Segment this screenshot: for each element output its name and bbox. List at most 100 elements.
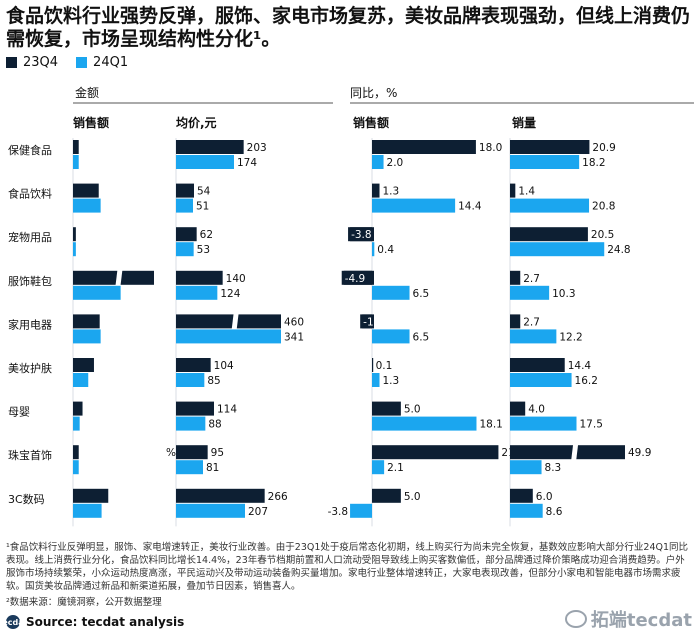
column-header-3: 销售额 <box>353 115 389 130</box>
column-header-2: 均价,元 <box>176 115 217 130</box>
column-header-4: 销量 <box>512 115 536 130</box>
data-label-p4-24q1-r2: 20.8 <box>592 201 615 213</box>
data-label-p3-23q4-r3: -3.8 <box>351 229 372 241</box>
data-label-p2-23q4-r9: 266 <box>268 491 288 503</box>
legend-item-24q1: 24Q1 <box>76 55 128 70</box>
bar-p1-23q4-r1 <box>73 140 79 154</box>
data-label-p2-24q1-r7: 88 <box>208 419 221 431</box>
bar-p2-24q1-r9 <box>176 503 245 518</box>
bar-p4-24q1-r5 <box>510 329 557 344</box>
bar-p3-24q1-r4 <box>372 285 410 300</box>
bar-p3-24q1-r6 <box>372 373 380 387</box>
legend: 23Q4 24Q1 <box>6 55 128 70</box>
bar-p4-23q4-r5 <box>510 314 521 329</box>
data-label-p4-23q4-r5: 2.7 <box>523 316 540 328</box>
bar-p3-23q4-r7 <box>372 401 401 416</box>
category-label-3: 宠物用品 <box>8 230 52 244</box>
bar-p2-23q4-r9 <box>176 488 265 503</box>
data-label-p2-23q4-r7: 114 <box>217 404 237 416</box>
bar-p2-24q1-r5 <box>176 329 281 344</box>
bar-p4-23q4-r6 <box>510 358 565 372</box>
bar-p4-23q4-r2 <box>510 183 516 198</box>
data-label-p3-23q4-r6: 0.1 <box>376 360 393 372</box>
data-label-p3-23q4-r1: 18.0 <box>479 142 502 154</box>
chart-title: 食品饮料行业强势反弹，服饰、家电市场复苏，美妆品牌表现强劲，但线上消费仍需恢复，… <box>6 5 691 50</box>
bar-p1-23q4-r9 <box>73 488 109 503</box>
data-label-p4-24q1-r4: 10.3 <box>552 288 575 300</box>
bar-p4-23q4-r4 <box>510 270 521 285</box>
bar-p2-23q4-r8 <box>176 445 208 460</box>
watermark: 拓端tecdat <box>564 606 692 632</box>
category-label-8: 珠宝首饰 <box>8 448 52 462</box>
bar-p1-24q1-r1 <box>73 155 79 169</box>
data-label-p2-24q1-r9: 207 <box>248 506 268 518</box>
label-bg-p3-r5 <box>360 314 374 329</box>
data-label-p3-23q4-r5: -1.7 <box>363 316 384 328</box>
label-bg-p3-r4 <box>341 270 374 285</box>
category-label-6: 美妆护肤 <box>8 361 52 375</box>
data-label-p2-24q1-r4: 124 <box>220 288 240 300</box>
bar-p3-23q4-r9 <box>372 488 401 503</box>
bar-p2-24q1-r3 <box>176 242 194 257</box>
bar-p2-23q4-r7 <box>176 401 214 416</box>
data-label-p3-23q4-r4: -4.9 <box>345 273 366 285</box>
bar-p2-24q1-r2 <box>176 198 193 213</box>
legend-label-23q4: 23Q4 <box>23 55 59 70</box>
legend-swatch-24q1 <box>76 57 88 68</box>
category-label-9: 3C数码 <box>8 493 45 506</box>
bar-p2-23q4-r2 <box>176 183 194 198</box>
watermark-text: 拓端tecdat <box>590 610 692 631</box>
bar-p2-24q1-r7 <box>176 416 206 431</box>
bar-p3-24q1-r5 <box>372 329 410 344</box>
bar-p1-23q4-r3 <box>73 227 76 242</box>
data-label-p2-24q1-r1: 174 <box>237 157 257 169</box>
bar-p1-24q1-r2 <box>73 198 101 213</box>
category-label-5: 家用电器 <box>8 317 52 331</box>
bar-p4-24q1-r8 <box>510 460 542 475</box>
column-header-1: 销售额 <box>73 115 109 130</box>
data-label-p2-24q1-r2: 51 <box>196 201 209 213</box>
bar-p1-23q4-r5 <box>73 314 100 329</box>
bar-p4-23q4-r7 <box>510 401 526 416</box>
data-label-p3-24q1-r9: -3.8 <box>328 506 349 518</box>
data-label-p3-24q1-r1: 2.0 <box>387 157 404 169</box>
data-label-p4-24q1-r7: 17.5 <box>580 419 603 431</box>
group-label-amount: 金额 <box>75 85 99 100</box>
bar-p3-23q4-r1 <box>372 140 476 154</box>
data-label-p3-24q1-r4: 6.5 <box>413 288 430 300</box>
data-label-p3-24q1-r8: 2.1 <box>387 462 404 474</box>
bar-p3-24q1-r8 <box>372 460 385 475</box>
data-label-p4-23q4-r9: 6.0 <box>536 491 553 503</box>
data-label-p3-24q1-r7: 18.1 <box>479 419 502 431</box>
bar-p4-23q4-r9 <box>510 488 533 503</box>
data-label-p4-23q4-r6: 14.4 <box>568 360 592 372</box>
bar-p2-24q1-r8 <box>176 460 203 475</box>
group-label-yoy: 同比，% <box>350 86 397 100</box>
bar-p2-23q4-r6 <box>176 358 211 372</box>
prefix-mark-p2-r8: % <box>166 447 176 459</box>
data-label-p4-24q1-r1: 18.2 <box>582 157 605 169</box>
bar-p1-24q1-r8 <box>73 460 79 475</box>
data-label-p2-23q4-r2: 54 <box>197 186 211 198</box>
bar-p3-24q1-r7 <box>372 416 477 431</box>
data-label-p2-23q4-r1: 203 <box>247 142 267 154</box>
data-label-p3-24q1-r5: 6.5 <box>413 331 430 343</box>
bar-p1-24q1-r5 <box>73 329 101 344</box>
bar-p1-23q4-r8 <box>73 445 79 460</box>
data-label-p4-23q4-r8: 49.9 <box>628 447 651 459</box>
data-label-p2-23q4-r5: 460 <box>284 316 304 328</box>
data-label-p3-23q4-r7: 5.0 <box>404 404 421 416</box>
bar-p1-23q4-r4 <box>73 270 154 285</box>
data-label-p3-24q1-r3: 0.4 <box>377 244 394 256</box>
bar-p4-24q1-r4 <box>510 285 550 300</box>
data-label-p3-23q4-r2: 1.3 <box>383 186 400 198</box>
footnotes: ¹食品饮料行业反弹明显，服饰、家电增速转正，美妆行业改善。由于23Q1处于疫后常… <box>6 541 694 609</box>
bar-p2-24q1-r4 <box>176 285 218 300</box>
bar-p4-24q1-r6 <box>510 373 572 387</box>
category-label-2: 食品饮料 <box>8 187 52 201</box>
bar-p4-23q4-r3 <box>510 227 588 242</box>
data-label-p2-23q4-r3: 62 <box>200 229 213 241</box>
legend-label-24q1: 24Q1 <box>93 55 129 70</box>
data-label-p4-23q4-r1: 20.9 <box>592 142 615 154</box>
data-label-p2-24q1-r8: 81 <box>206 462 219 474</box>
